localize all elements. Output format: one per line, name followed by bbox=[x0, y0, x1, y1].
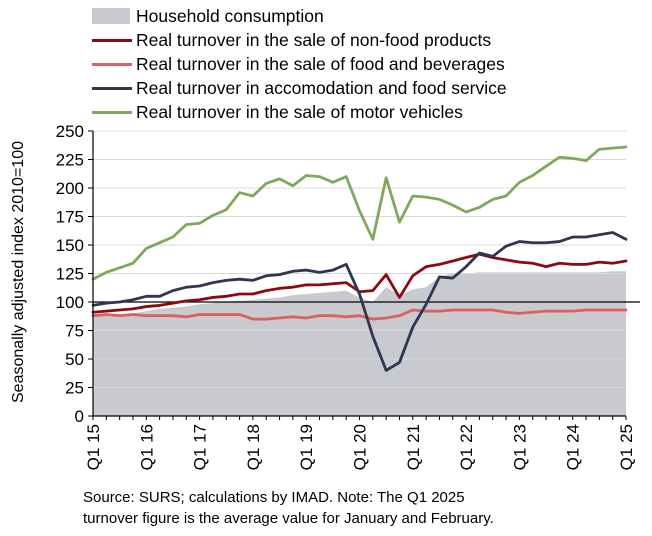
legend-item: Household consumption bbox=[92, 4, 507, 28]
legend-label: Real turnover in accomodation and food s… bbox=[136, 77, 507, 98]
y-axis-label: Seasonally adjusted index 2010=100 bbox=[10, 141, 27, 403]
legend: Household consumption Real turnover in th… bbox=[92, 4, 507, 124]
axes: 0 25 50 75 100 125 150 175 200 225 250 Q1 15 Q1 16 Q1… bbox=[56, 122, 636, 470]
series-line-3 bbox=[91, 231, 628, 372]
y-tick-label: 150 bbox=[56, 236, 84, 255]
y-tick-label: 50 bbox=[65, 350, 84, 369]
legend-item: Real turnover in the sale of motor vehic… bbox=[92, 100, 507, 124]
legend-label: Real turnover in the sale of non-food pr… bbox=[136, 29, 492, 50]
series-lines bbox=[91, 145, 628, 372]
x-tick-label: Q1 18 bbox=[244, 424, 263, 470]
note-line-2: turnover figure is the average value for… bbox=[83, 510, 494, 527]
legend-swatch bbox=[92, 38, 132, 42]
x-tick-label: Q1 22 bbox=[457, 424, 476, 470]
x-tick-label: Q1 21 bbox=[404, 424, 423, 470]
x-tick-label: Q1 16 bbox=[137, 424, 156, 470]
legend-item: Real turnover in accomodation and food s… bbox=[92, 76, 507, 100]
series-line-2 bbox=[91, 308, 628, 321]
y-tick-label: 175 bbox=[56, 208, 84, 227]
y-tick-label: 75 bbox=[65, 322, 84, 341]
x-tick-label: Q1 23 bbox=[510, 424, 529, 470]
x-tick-label: Q1 15 bbox=[84, 424, 103, 470]
x-tick-label: Q1 19 bbox=[297, 424, 316, 470]
x-tick-label: Q1 25 bbox=[617, 424, 636, 470]
legend-label: Household consumption bbox=[136, 5, 324, 26]
x-tick-label: Q1 17 bbox=[191, 424, 210, 470]
note-line-1: Source: SURS; calculations by IMAD. Note… bbox=[83, 489, 465, 506]
legend-item: Real turnover in the sale of non-food pr… bbox=[92, 28, 507, 52]
legend-swatch bbox=[92, 62, 132, 66]
legend-label: Real turnover in the sale of motor vehic… bbox=[136, 101, 463, 122]
x-tick-label: Q1 20 bbox=[351, 424, 370, 470]
source-note: Source: SURS; calculations by IMAD. Note… bbox=[83, 487, 494, 529]
area-household-consumption bbox=[93, 271, 626, 416]
legend-swatch bbox=[92, 8, 130, 24]
series-line-4 bbox=[91, 145, 628, 281]
legend-item: Real turnover in the sale of food and be… bbox=[92, 52, 507, 76]
y-tick-label: 225 bbox=[56, 151, 84, 170]
y-tick-label: 250 bbox=[56, 122, 84, 141]
y-tick-label: 200 bbox=[56, 179, 84, 198]
legend-label: Real turnover in the sale of food and be… bbox=[136, 53, 505, 74]
area-layer bbox=[93, 271, 626, 416]
legend-swatch bbox=[92, 110, 132, 114]
x-tick-label: Q1 24 bbox=[564, 424, 583, 470]
y-tick-label: 0 bbox=[75, 407, 84, 426]
y-tick-label: 125 bbox=[56, 265, 84, 284]
y-tick-label: 25 bbox=[65, 379, 84, 398]
legend-swatch bbox=[92, 86, 132, 90]
y-tick-label: 100 bbox=[56, 293, 84, 312]
